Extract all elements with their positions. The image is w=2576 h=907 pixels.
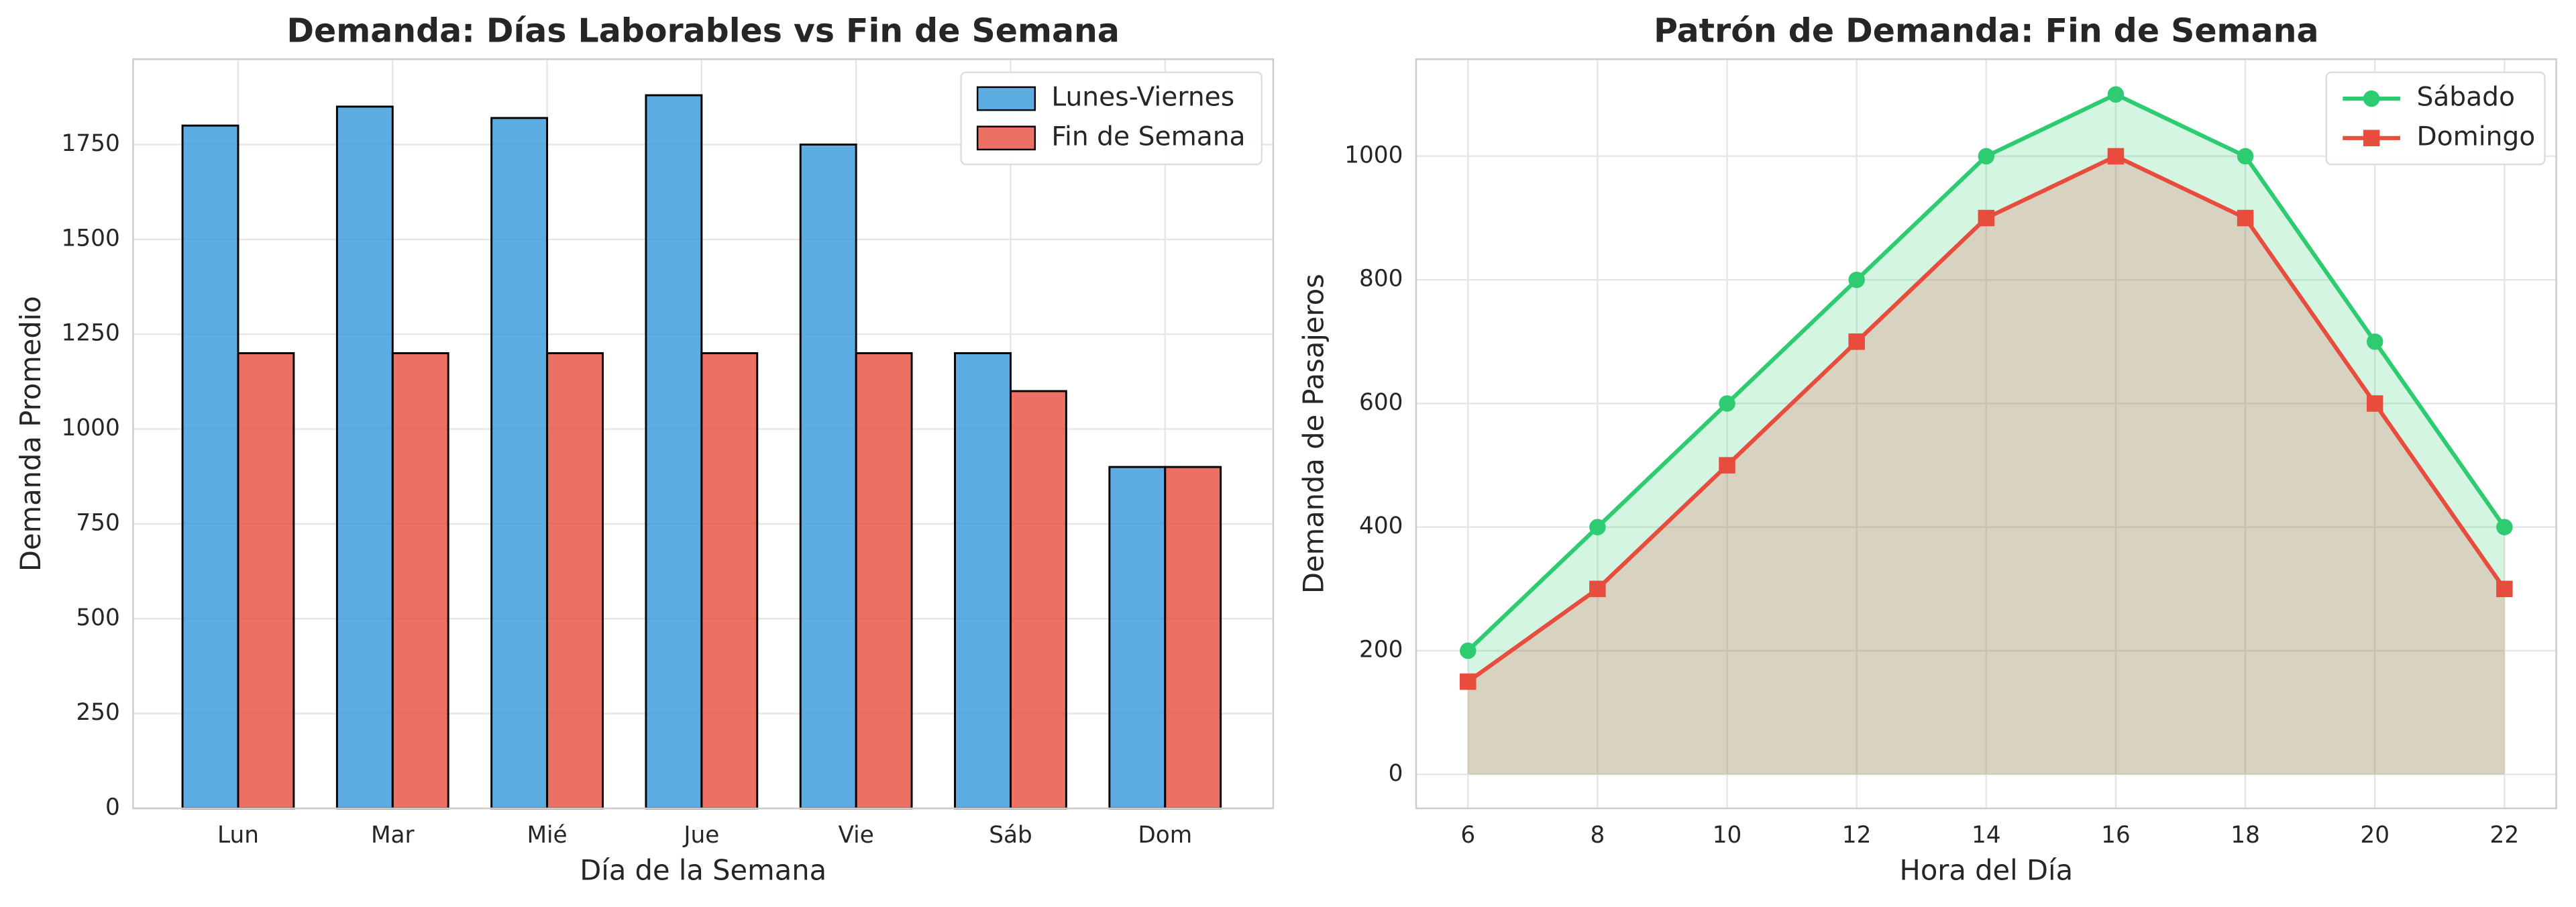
legend-box bbox=[2325, 71, 2546, 166]
bar bbox=[1009, 390, 1067, 810]
marker bbox=[2366, 333, 2383, 350]
x-tick-label: Jue bbox=[682, 822, 719, 849]
marker bbox=[2363, 90, 2380, 107]
marker bbox=[1719, 395, 1735, 412]
y-tick-label: 0 bbox=[1389, 760, 1403, 787]
legend-label: Sábado bbox=[2416, 83, 2515, 113]
x-tick-label: Dom bbox=[1138, 822, 1192, 849]
x-tick-label: 16 bbox=[2101, 822, 2131, 849]
bar bbox=[490, 117, 549, 810]
bar bbox=[855, 352, 913, 810]
marker bbox=[2237, 209, 2254, 227]
bar bbox=[391, 352, 449, 810]
bar bbox=[335, 105, 394, 810]
y-axis-label: Demanda de Pasajeros bbox=[1297, 274, 1330, 594]
y-tick-label: 1500 bbox=[62, 225, 120, 252]
x-axis-label: Día de la Semana bbox=[580, 853, 826, 886]
y-axis-label: Demanda Promedio bbox=[14, 296, 47, 572]
legend-swatch bbox=[976, 125, 1036, 151]
y-tick-label: 250 bbox=[76, 699, 119, 726]
marker bbox=[1848, 271, 1865, 288]
marker bbox=[1719, 457, 1735, 474]
x-tick-label: Vie bbox=[839, 822, 874, 849]
x-tick-label: Mar bbox=[371, 822, 415, 849]
bar bbox=[954, 352, 1012, 810]
x-tick-label: 8 bbox=[1591, 822, 1605, 849]
bar bbox=[645, 94, 703, 810]
legend-label: Lunes-Viernes bbox=[1051, 83, 1234, 113]
bar bbox=[700, 352, 759, 810]
marker bbox=[2107, 148, 2125, 165]
x-tick-label: 10 bbox=[1713, 822, 1742, 849]
marker bbox=[1589, 519, 1606, 535]
y-tick-label: 400 bbox=[1359, 513, 1403, 539]
x-tick-label: Mié bbox=[527, 822, 567, 849]
axes-frame bbox=[1415, 58, 2557, 810]
chart-title: Patrón de Demanda: Fin de Semana bbox=[1654, 12, 2318, 50]
y-tick-label: 200 bbox=[1359, 637, 1403, 663]
bar bbox=[546, 352, 604, 810]
bar bbox=[1108, 466, 1167, 810]
y-tick-label: 750 bbox=[76, 509, 119, 536]
marker bbox=[2366, 395, 2383, 412]
bar bbox=[799, 143, 857, 810]
bar bbox=[237, 352, 295, 810]
marker bbox=[1978, 148, 1995, 165]
marker bbox=[2496, 519, 2513, 535]
marker bbox=[2496, 580, 2513, 598]
y-tick-label: 1000 bbox=[1344, 142, 1403, 168]
x-tick-label: 22 bbox=[2490, 822, 2520, 849]
y-tick-label: 1000 bbox=[62, 415, 120, 441]
x-tick-label: 14 bbox=[1972, 822, 2001, 849]
legend-label: Domingo bbox=[2416, 121, 2535, 152]
marker bbox=[2363, 129, 2380, 147]
marker bbox=[1978, 209, 1995, 227]
bar bbox=[181, 124, 239, 810]
legend-swatch bbox=[976, 86, 1036, 111]
marker bbox=[1589, 580, 1606, 598]
legend-box bbox=[960, 71, 1263, 166]
area bbox=[1468, 156, 2505, 775]
x-tick-label: Sáb bbox=[989, 822, 1032, 849]
y-tick-label: 1750 bbox=[62, 130, 120, 157]
x-tick-label: Lun bbox=[217, 822, 259, 849]
bar bbox=[1164, 466, 1222, 810]
marker bbox=[2237, 148, 2254, 165]
area bbox=[1468, 94, 2505, 775]
x-axis-label: Hora del Día bbox=[1900, 853, 2074, 886]
y-tick-label: 500 bbox=[76, 604, 119, 631]
y-tick-label: 600 bbox=[1359, 389, 1403, 416]
chart-title: Demanda: Días Laborables vs Fin de Seman… bbox=[286, 12, 1120, 50]
x-tick-label: 12 bbox=[1842, 822, 1872, 849]
y-tick-label: 800 bbox=[1359, 266, 1403, 292]
x-tick-label: 20 bbox=[2360, 822, 2390, 849]
axes-frame bbox=[132, 58, 1275, 810]
marker bbox=[1460, 642, 1477, 659]
y-tick-label: 1250 bbox=[62, 320, 120, 347]
legend-label: Fin de Semana bbox=[1051, 121, 1245, 152]
marker bbox=[1848, 333, 1865, 350]
x-tick-label: 18 bbox=[2231, 822, 2260, 849]
y-tick-label: 0 bbox=[105, 794, 120, 820]
x-tick-label: 6 bbox=[1460, 822, 1475, 849]
marker bbox=[2107, 86, 2125, 103]
marker bbox=[1460, 673, 1477, 690]
